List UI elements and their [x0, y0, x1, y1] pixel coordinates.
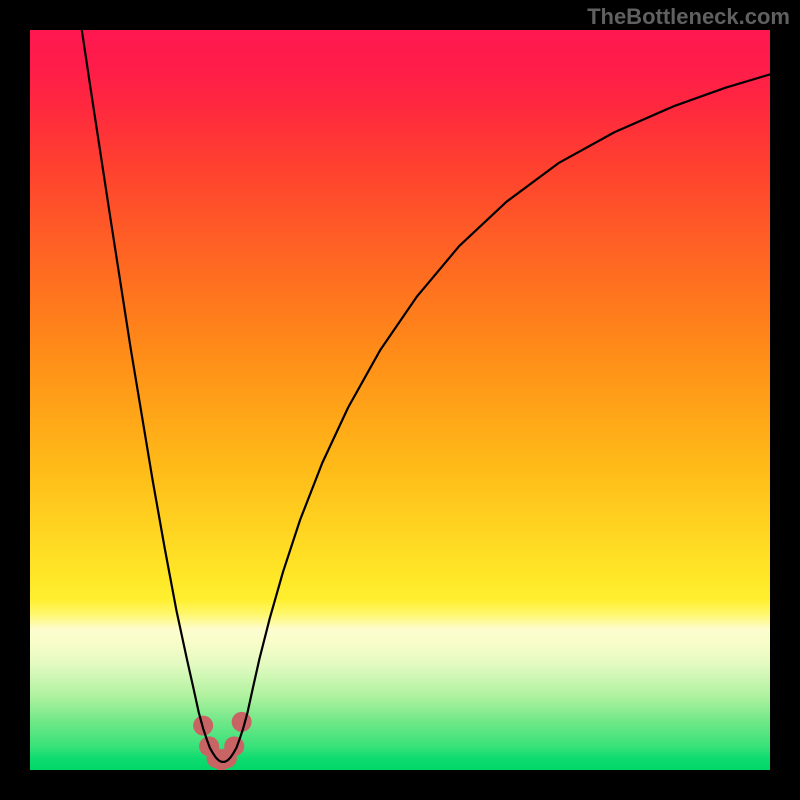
chart-plot-area [30, 30, 770, 770]
curve-overlay [30, 30, 770, 770]
watermark-text: TheBottleneck.com [587, 4, 790, 30]
bottleneck-curve [82, 30, 770, 762]
